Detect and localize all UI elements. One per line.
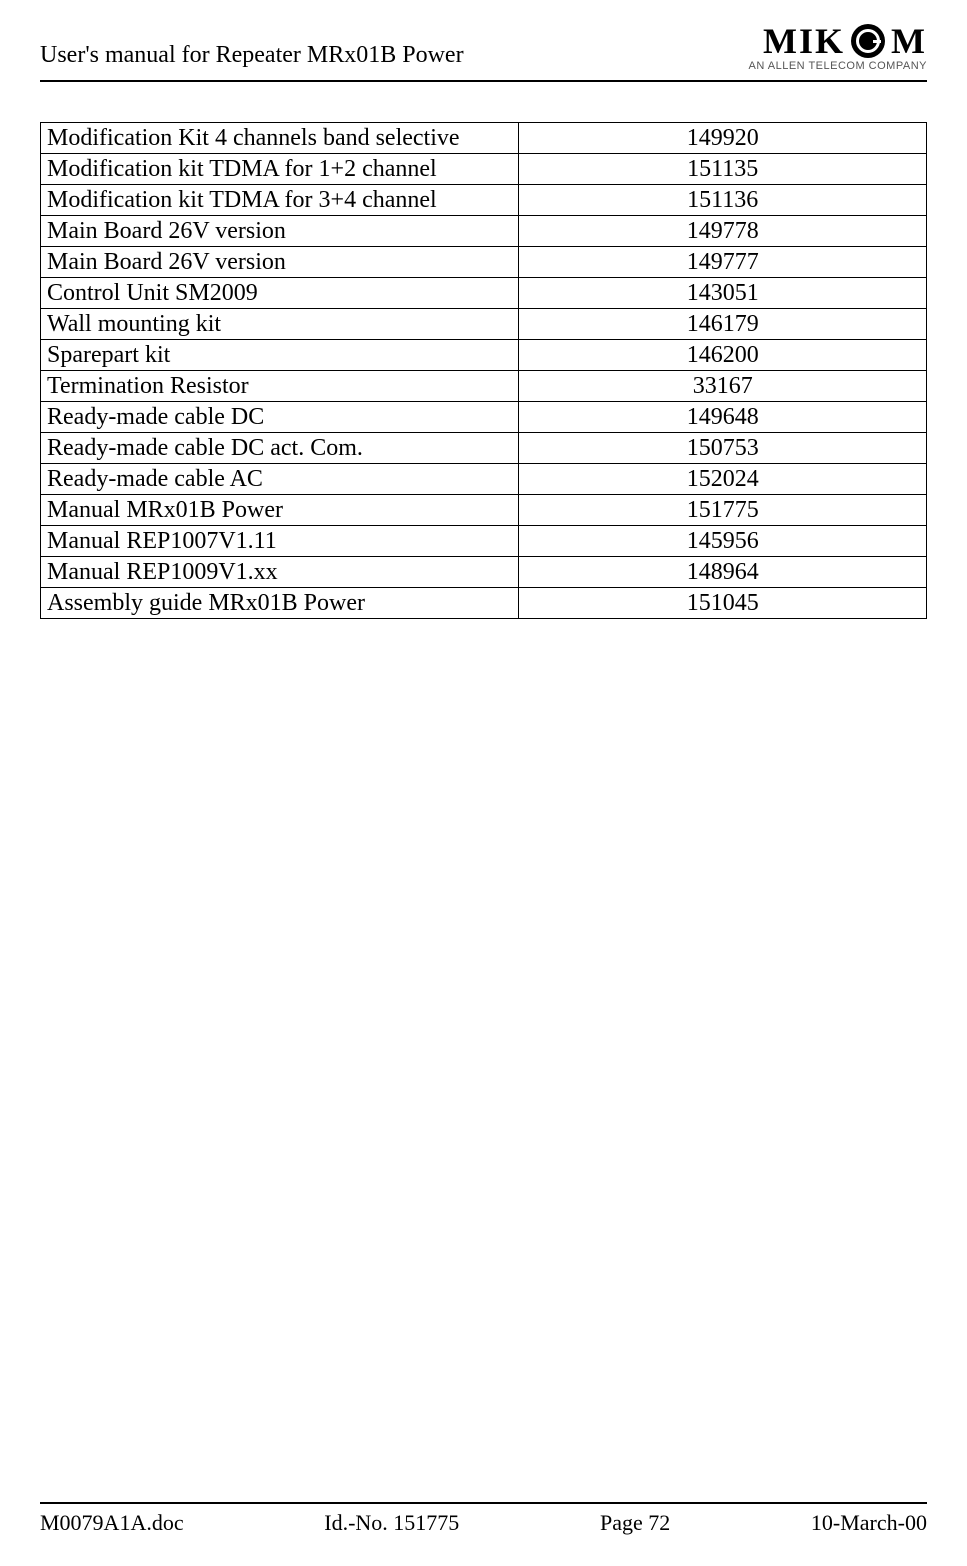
table-cell-description: Ready-made cable AC (41, 464, 519, 495)
table-cell-description: Termination Resistor (41, 371, 519, 402)
table-cell-id-number: 149920 (519, 123, 927, 154)
table-cell-id-number: 146179 (519, 309, 927, 340)
table-cell-id-number: 151136 (519, 185, 927, 216)
table-cell-description: Sparepart kit (41, 340, 519, 371)
table-cell-id-number: 152024 (519, 464, 927, 495)
logo-text-part1: MIK (763, 20, 845, 62)
footer-page: Page 72 (600, 1510, 670, 1536)
table-cell-description: Ready-made cable DC (41, 402, 519, 433)
table-row: Ready-made cable DC act. Com.150753 (41, 433, 927, 464)
table-cell-id-number: 143051 (519, 278, 927, 309)
table-row: Manual MRx01B Power151775 (41, 495, 927, 526)
table-row: Modification kit TDMA for 1+2 channel151… (41, 154, 927, 185)
table-cell-id-number: 151775 (519, 495, 927, 526)
table-cell-description: Modification kit TDMA for 1+2 channel (41, 154, 519, 185)
logo-main: MIK M (749, 20, 927, 62)
header-title: User's manual for Repeater MRx01B Power (40, 20, 464, 69)
table-row: Ready-made cable AC152024 (41, 464, 927, 495)
table-cell-description: Modification kit TDMA for 3+4 channel (41, 185, 519, 216)
footer-doc-name: M0079A1A.doc (40, 1510, 184, 1536)
table-row: Assembly guide MRx01B Power151045 (41, 588, 927, 619)
table-cell-description: Assembly guide MRx01B Power (41, 588, 519, 619)
table-cell-description: Manual MRx01B Power (41, 495, 519, 526)
table-cell-description: Main Board 26V version (41, 216, 519, 247)
table-cell-id-number: 33167 (519, 371, 927, 402)
table-cell-id-number: 150753 (519, 433, 927, 464)
table-cell-description: Manual REP1009V1.xx (41, 557, 519, 588)
table-row: Manual REP1009V1.xx148964 (41, 557, 927, 588)
logo-circle-icon (851, 24, 885, 58)
logo-text-part2: M (891, 20, 927, 62)
table-cell-id-number: 145956 (519, 526, 927, 557)
page-footer: M0079A1A.doc Id.-No. 151775 Page 72 10-M… (40, 1502, 927, 1536)
table-cell-id-number: 148964 (519, 557, 927, 588)
parts-table: Modification Kit 4 channels band selecti… (40, 122, 927, 619)
page-container: User's manual for Repeater MRx01B Power … (0, 0, 967, 1566)
footer-id-no: Id.-No. 151775 (324, 1510, 459, 1536)
table-cell-id-number: 151045 (519, 588, 927, 619)
table-cell-description: Ready-made cable DC act. Com. (41, 433, 519, 464)
table-row: Modification kit TDMA for 3+4 channel151… (41, 185, 927, 216)
table-row: Manual REP1007V1.11145956 (41, 526, 927, 557)
table-cell-id-number: 146200 (519, 340, 927, 371)
table-cell-description: Main Board 26V version (41, 247, 519, 278)
table-row: Termination Resistor33167 (41, 371, 927, 402)
page-content: Modification Kit 4 channels band selecti… (0, 82, 967, 1502)
logo-subtitle: AN ALLEN TELECOM COMPANY (749, 60, 927, 72)
table-row: Main Board 26V version149778 (41, 216, 927, 247)
table-cell-description: Wall mounting kit (41, 309, 519, 340)
footer-date: 10-March-00 (811, 1510, 927, 1536)
table-cell-id-number: 151135 (519, 154, 927, 185)
table-cell-id-number: 149648 (519, 402, 927, 433)
table-row: Modification Kit 4 channels band selecti… (41, 123, 927, 154)
table-cell-description: Control Unit SM2009 (41, 278, 519, 309)
table-row: Control Unit SM2009143051 (41, 278, 927, 309)
table-cell-description: Manual REP1007V1.11 (41, 526, 519, 557)
table-row: Main Board 26V version149777 (41, 247, 927, 278)
table-row: Ready-made cable DC149648 (41, 402, 927, 433)
page-header: User's manual for Repeater MRx01B Power … (40, 0, 927, 82)
table-cell-id-number: 149777 (519, 247, 927, 278)
parts-table-body: Modification Kit 4 channels band selecti… (41, 123, 927, 619)
table-cell-description: Modification Kit 4 channels band selecti… (41, 123, 519, 154)
logo-block: MIK M AN ALLEN TELECOM COMPANY (749, 20, 927, 72)
table-row: Sparepart kit146200 (41, 340, 927, 371)
table-cell-id-number: 149778 (519, 216, 927, 247)
table-row: Wall mounting kit146179 (41, 309, 927, 340)
